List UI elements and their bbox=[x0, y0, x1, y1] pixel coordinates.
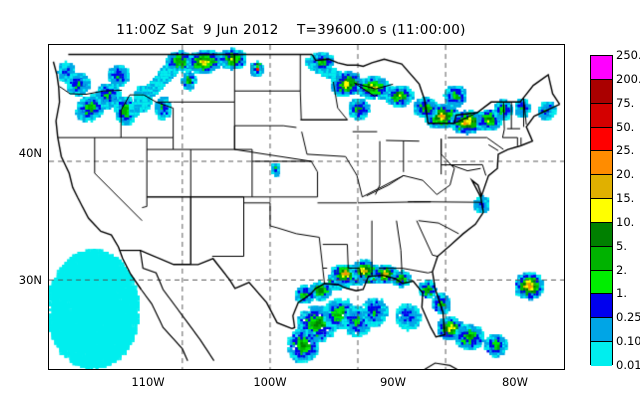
precipitation-map-canvas bbox=[49, 45, 564, 369]
colorbar-band-5 bbox=[591, 246, 612, 271]
colorbar-tick-50: 50. bbox=[616, 119, 635, 134]
colorbar-tick-010: 0.10 bbox=[616, 334, 640, 349]
colorbar-tick-025: 0.25 bbox=[616, 310, 640, 325]
colorbar-tick-200: 200. bbox=[616, 71, 640, 86]
colorbar-band-200 bbox=[591, 79, 612, 104]
colorbar-tick-001: 0.01 bbox=[616, 358, 640, 372]
precipitation-colorbar bbox=[590, 55, 613, 366]
colorbar-band-75 bbox=[591, 103, 612, 128]
lon-tick-110w: 110W bbox=[131, 375, 165, 389]
colorbar-tick-1: 1. bbox=[616, 286, 627, 301]
colorbar-tick-20: 20. bbox=[616, 167, 635, 182]
colorbar-band-25 bbox=[591, 151, 612, 176]
colorbar-band-1 bbox=[591, 294, 612, 319]
colorbar-tick-2: 2. bbox=[616, 262, 627, 277]
colorbar-band-025 bbox=[591, 318, 612, 343]
lon-tick-90w: 90W bbox=[379, 375, 406, 389]
colorbar-tick-15: 15. bbox=[616, 191, 635, 206]
colorbar-band-20 bbox=[591, 175, 612, 200]
colorbar-tick-5: 5. bbox=[616, 238, 627, 253]
lon-tick-80w: 80W bbox=[501, 375, 528, 389]
colorbar-band-50 bbox=[591, 127, 612, 152]
colorbar-tick-75: 75. bbox=[616, 95, 635, 110]
colorbar-band-10 bbox=[591, 222, 612, 247]
lon-tick-100w: 100W bbox=[253, 375, 287, 389]
map-plot-frame bbox=[48, 44, 565, 370]
lat-tick-40n: 40N bbox=[18, 146, 42, 160]
colorbar-band-15 bbox=[591, 199, 612, 223]
colorbar-band-250 bbox=[591, 56, 612, 80]
colorbar-tick-25: 25. bbox=[616, 143, 635, 158]
colorbar-tick-250: 250. bbox=[616, 48, 640, 62]
page-title: 11:00Z Sat 9 Jun 2012 T=39600.0 s (11:00… bbox=[116, 22, 466, 38]
colorbar-tick-10: 10. bbox=[616, 214, 635, 229]
colorbar-band-2 bbox=[591, 270, 612, 295]
colorbar-band-010 bbox=[591, 342, 612, 366]
lat-tick-30n: 30N bbox=[18, 273, 42, 287]
